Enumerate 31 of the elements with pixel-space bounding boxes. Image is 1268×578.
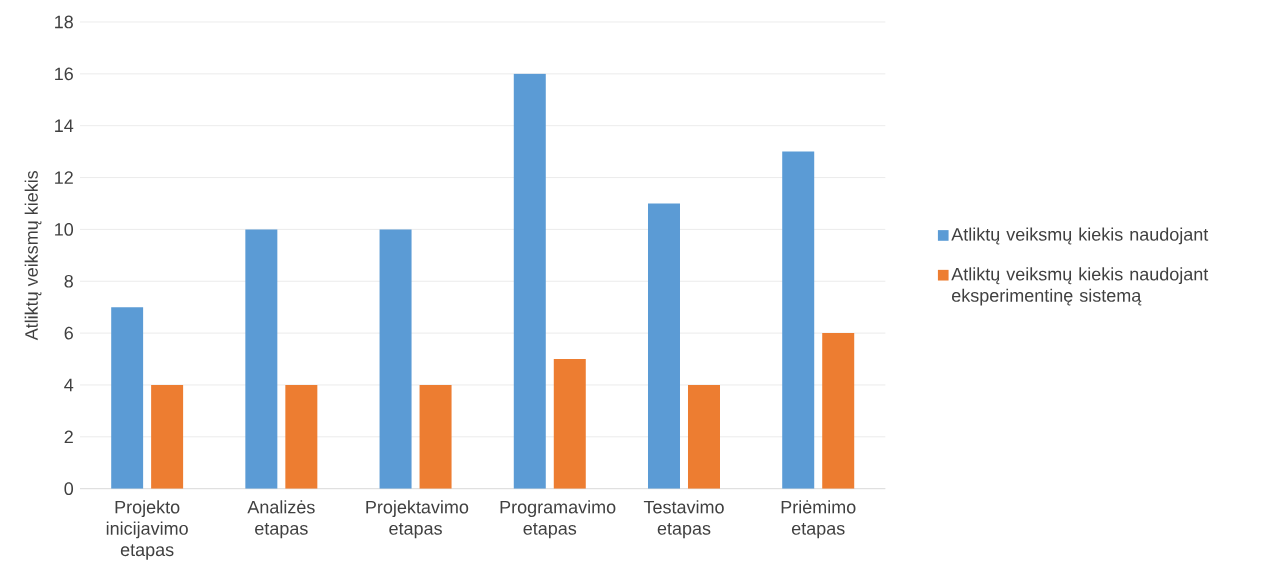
y-tick-label: 10: [55, 223, 74, 236]
y-tick-label: 6: [64, 326, 73, 340]
x-tick-label: Testavimo etapas: [643, 500, 724, 539]
y-tick-label: 18: [55, 15, 73, 29]
y-tick-label: 4: [64, 378, 74, 392]
bar: [285, 384, 318, 489]
bar: [151, 384, 184, 489]
y-tick-label: 14: [55, 119, 74, 132]
bar: [687, 384, 720, 489]
bar: [822, 333, 855, 489]
x-tick-label: Priėmimo etapas: [781, 500, 856, 539]
bar: [513, 73, 546, 489]
x-tick-label: Analizės etapas: [247, 500, 315, 539]
y-tick-label: 8: [64, 274, 73, 288]
y-tick-label: 2: [64, 430, 73, 444]
bar: [782, 151, 815, 489]
bar: [648, 203, 680, 489]
bar: [245, 229, 278, 489]
y-tick-label: 0: [64, 482, 74, 496]
bar: [419, 384, 452, 489]
bar: [553, 359, 586, 489]
y-tick-label: 12: [55, 171, 73, 184]
x-tick-label: Programavimo etapas: [500, 500, 616, 539]
bar: [379, 229, 412, 489]
legend-label: Atliktų veiksmų kiekis naudojant: [951, 227, 1209, 245]
x-tick-label: Projektavimo etapas: [366, 500, 469, 539]
legend-label: Atliktų veiksmų kiekis naudojant eksperimentinę sistemą: [951, 267, 1209, 306]
y-tick-label: 16: [55, 67, 73, 81]
bar: [111, 307, 144, 489]
y-axis-title: Atliktų veiksmų kiekis: [24, 170, 42, 341]
x-tick-label: Projekto inicijavimo etapas: [106, 500, 188, 560]
